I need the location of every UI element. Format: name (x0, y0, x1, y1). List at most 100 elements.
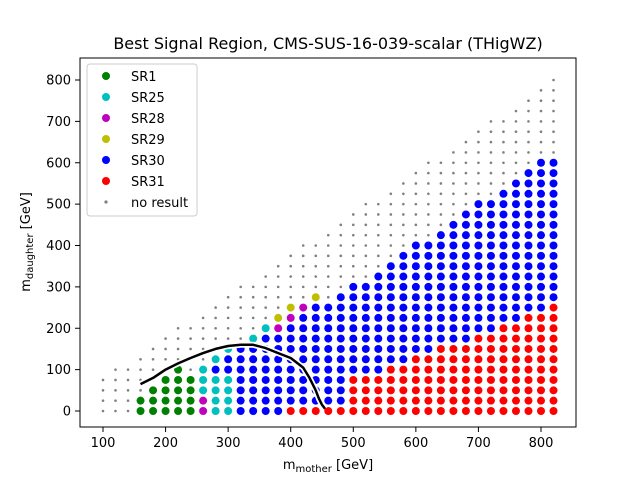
point-sr31 (336, 407, 345, 415)
point-sr30 (336, 375, 345, 384)
point-sr31 (537, 365, 545, 374)
point-sr31 (537, 386, 545, 395)
point-no-result (464, 151, 468, 154)
point-sr31 (424, 355, 433, 364)
y-axis-label-unit: [GeV] (19, 192, 34, 233)
point-no-result (364, 275, 368, 278)
point-sr30 (449, 324, 458, 333)
point-sr31 (386, 365, 395, 374)
legend-label: SR31 (131, 175, 165, 190)
point-sr31 (499, 407, 508, 415)
point-no-result (226, 295, 230, 299)
point-sr31 (436, 375, 445, 384)
point-sr30 (511, 231, 520, 240)
point-no-result (101, 389, 105, 392)
y-tick-label: 500 (46, 198, 71, 213)
point-sr30 (424, 344, 433, 353)
point-sr30 (299, 355, 308, 364)
point-no-result (477, 182, 480, 185)
point-sr30 (449, 334, 458, 343)
y-axis-label-sub: daughter (25, 233, 36, 280)
point-no-result (301, 275, 305, 278)
point-no-result (314, 275, 318, 278)
point-no-result (364, 223, 368, 227)
point-sr30 (549, 169, 558, 178)
point-sr1 (174, 407, 183, 415)
point-sr1 (161, 375, 170, 384)
point-sr30 (499, 303, 508, 312)
point-no-result (477, 161, 480, 165)
point-no-result (314, 244, 318, 247)
point-sr30 (461, 324, 470, 333)
point-sr30 (311, 313, 320, 322)
point-no-result (389, 202, 393, 206)
point-no-result (427, 202, 430, 206)
point-sr30 (299, 344, 308, 353)
point-sr30 (399, 251, 408, 260)
point-no-result (326, 275, 330, 278)
point-sr30 (349, 334, 358, 343)
point-sr31 (474, 407, 483, 415)
point-no-result (427, 161, 430, 165)
point-sr30 (461, 293, 470, 302)
point-sr30 (311, 344, 320, 353)
point-sr31 (436, 355, 445, 364)
point-sr30 (461, 303, 470, 312)
point-no-result (514, 109, 518, 113)
point-sr30 (324, 375, 333, 384)
point-sr30 (474, 282, 483, 291)
point-sr30 (386, 262, 395, 271)
point-no-result (489, 120, 493, 123)
point-no-result (326, 254, 330, 258)
point-no-result (502, 130, 505, 134)
point-sr30 (449, 272, 458, 281)
point-sr30 (549, 220, 558, 229)
point-sr30 (474, 241, 483, 250)
point-no-result (514, 161, 518, 165)
point-sr30 (399, 344, 408, 353)
point-sr30 (436, 293, 445, 302)
point-no-result (139, 357, 142, 361)
point-sr30 (399, 355, 408, 364)
point-no-result (539, 89, 543, 92)
point-no-result (289, 254, 293, 258)
point-sr31 (411, 407, 420, 415)
point-sr30 (511, 313, 520, 322)
point-sr30 (436, 241, 445, 250)
point-sr31 (361, 407, 370, 415)
legend-label: SR30 (131, 154, 165, 169)
point-no-result (164, 347, 167, 351)
point-sr31 (549, 303, 558, 312)
point-no-result (477, 192, 480, 196)
point-no-result (402, 202, 405, 206)
point-no-result (414, 192, 418, 196)
point-sr30 (474, 303, 483, 312)
point-no-result (101, 399, 105, 402)
point-sr30 (336, 355, 345, 364)
point-sr30 (374, 313, 383, 322)
point-sr31 (537, 324, 545, 333)
point-sr25 (261, 324, 270, 333)
point-no-result (439, 223, 443, 227)
point-sr31 (486, 396, 495, 405)
point-no-result (151, 347, 155, 351)
point-sr30 (424, 262, 433, 271)
point-no-result (514, 151, 518, 154)
x-tick-label: 800 (529, 436, 554, 451)
point-sr31 (424, 407, 433, 415)
point-sr31 (411, 355, 420, 364)
point-no-result (477, 130, 480, 134)
point-sr31 (374, 407, 383, 415)
point-sr25 (224, 407, 233, 415)
point-sr31 (436, 365, 445, 374)
y-tick-label: 100 (46, 363, 71, 378)
point-sr31 (549, 396, 558, 405)
point-sr31 (436, 344, 445, 353)
point-sr30 (461, 220, 470, 229)
point-sr25 (224, 386, 233, 395)
point-sr25 (249, 334, 258, 343)
point-sr30 (474, 272, 483, 281)
point-no-result (364, 264, 368, 268)
point-sr30 (449, 303, 458, 312)
point-sr30 (399, 262, 408, 271)
